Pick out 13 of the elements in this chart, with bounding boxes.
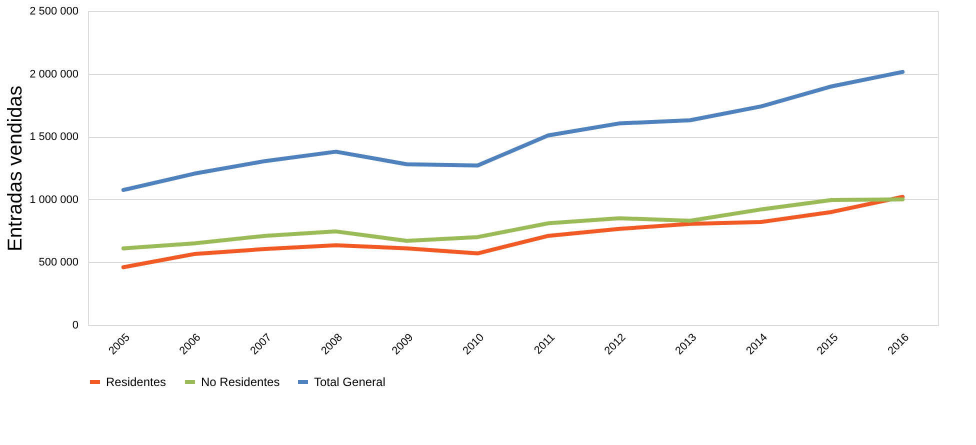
y-tick-label: 2 500 000 — [30, 6, 78, 18]
y-tick-label: 2 000 000 — [30, 68, 78, 80]
line-series — [121, 70, 905, 192]
legend-label: No Residentes — [201, 375, 280, 389]
y-tick-label: 0 — [72, 320, 78, 332]
line-series — [121, 194, 905, 270]
y-tick-label: 1 000 000 — [30, 194, 78, 206]
legend-label: Residentes — [106, 375, 166, 389]
legend-label: Total General — [314, 375, 386, 389]
y-axis-title: Entradas vendidas — [4, 86, 27, 252]
y-tick-label: 500 000 — [38, 256, 78, 269]
line-series — [121, 197, 905, 250]
y-tick-label: 1 500 000 — [30, 131, 78, 144]
